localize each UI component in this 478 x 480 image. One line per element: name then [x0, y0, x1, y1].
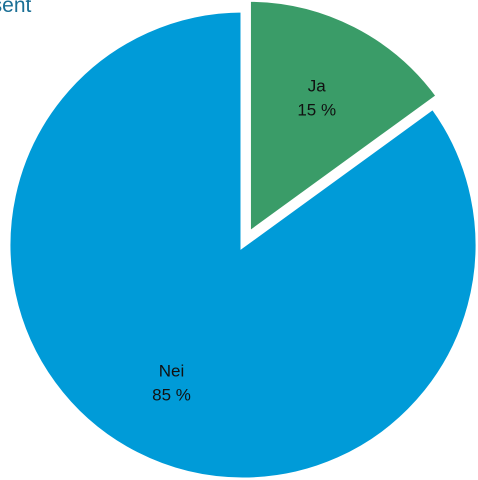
slice-value-ja: 15 %: [297, 100, 336, 119]
pie-slice-nei: [5, 7, 478, 480]
slice-label-nei: Nei: [159, 361, 185, 380]
pie-slice-ja: [245, 0, 443, 240]
chart-title: osent: [0, 0, 32, 17]
slice-value-nei: 85 %: [152, 385, 191, 404]
slice-label-ja: Ja: [308, 76, 327, 95]
